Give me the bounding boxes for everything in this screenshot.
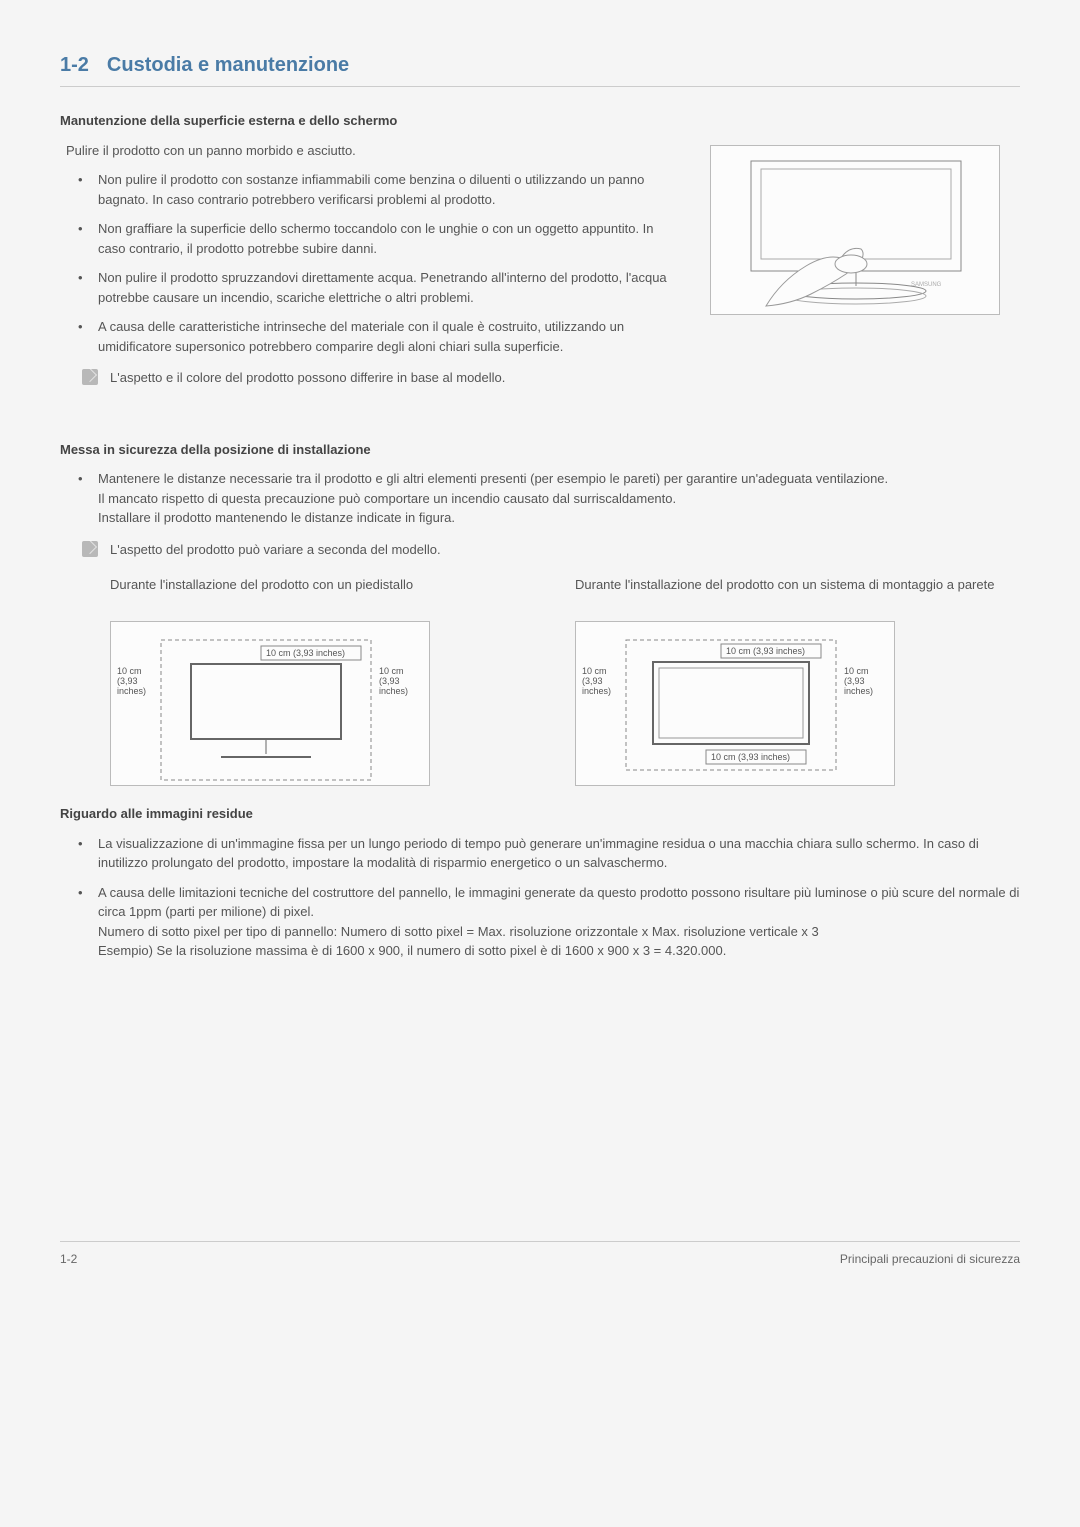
- footer-left: 1-2: [60, 1250, 77, 1268]
- list-item: Non pulire il prodotto con sostanze infi…: [74, 170, 680, 209]
- maintenance-row: Pulire il prodotto con un panno morbido …: [60, 141, 1020, 404]
- subheading-maintenance: Manutenzione della superficie esterna e …: [60, 111, 1020, 131]
- svg-text:10 cm (3,93 inches): 10 cm (3,93 inches): [711, 752, 790, 762]
- svg-text:10 cm (3,93 inches): 10 cm (3,93 inches): [726, 646, 805, 656]
- list-item: A causa delle limitazioni tecniche del c…: [74, 883, 1020, 961]
- list-item: Mantenere le distanze necessarie tra il …: [74, 469, 1020, 528]
- install-stand-diagram: 10 cm (3,93 inches) 10 cm(3,93inches) 10…: [110, 621, 430, 786]
- install-stand-label: Durante l'installazione del prodotto con…: [110, 575, 555, 611]
- install-list: Mantenere le distanze necessarie tra il …: [74, 469, 1020, 528]
- subheading-install: Messa in sicurezza della posizione di in…: [60, 440, 1020, 460]
- monitor-illustration-col: SAMSUNG: [710, 141, 1020, 315]
- svg-text:10 cm(3,93inches): 10 cm(3,93inches): [844, 666, 873, 696]
- list-item: Non pulire il prodotto spruzzandovi dire…: [74, 268, 680, 307]
- install-col-stand: Durante l'installazione del prodotto con…: [110, 575, 555, 786]
- svg-text:SAMSUNG: SAMSUNG: [911, 282, 942, 288]
- maintenance-intro: Pulire il prodotto con un panno morbido …: [66, 141, 680, 161]
- svg-text:10 cm (3,93 inches): 10 cm (3,93 inches): [266, 648, 345, 658]
- install-col-wall: Durante l'installazione del prodotto con…: [575, 575, 1020, 786]
- monitor-cleaning-illustration: SAMSUNG: [710, 145, 1000, 315]
- subheading-residual: Riguardo alle immagini residue: [60, 804, 1020, 824]
- section-header: 1-2 Custodia e manutenzione: [60, 50, 1020, 87]
- note: L'aspetto e il colore del prodotto posso…: [82, 368, 680, 388]
- svg-text:10 cm(3,93inches): 10 cm(3,93inches): [582, 666, 611, 696]
- maintenance-list: Non pulire il prodotto con sostanze infi…: [74, 170, 680, 356]
- maintenance-text-col: Pulire il prodotto con un panno morbido …: [60, 141, 680, 404]
- note-text: L'aspetto del prodotto può variare a sec…: [110, 540, 1020, 560]
- note-icon: [82, 541, 98, 557]
- section-number: 1-2: [60, 50, 89, 80]
- section-title: Custodia e manutenzione: [107, 50, 349, 80]
- residual-list: La visualizzazione di un'immagine fissa …: [74, 834, 1020, 961]
- install-wall-label: Durante l'installazione del prodotto con…: [575, 575, 1020, 611]
- install-diagrams-row: Durante l'installazione del prodotto con…: [110, 575, 1020, 786]
- list-item: La visualizzazione di un'immagine fissa …: [74, 834, 1020, 873]
- svg-text:10 cm(3,93inches): 10 cm(3,93inches): [117, 666, 146, 696]
- svg-text:10 cm(3,93inches): 10 cm(3,93inches): [379, 666, 408, 696]
- list-item: Non graffiare la superficie dello scherm…: [74, 219, 680, 258]
- note-text: L'aspetto e il colore del prodotto posso…: [110, 368, 680, 388]
- footer-right: Principali precauzioni di sicurezza: [840, 1250, 1020, 1268]
- page-footer: 1-2 Principali precauzioni di sicurezza: [60, 1241, 1020, 1268]
- note: L'aspetto del prodotto può variare a sec…: [82, 540, 1020, 560]
- install-wall-diagram: 10 cm (3,93 inches) 10 cm (3,93 inches) …: [575, 621, 895, 786]
- note-icon: [82, 369, 98, 385]
- list-item: A causa delle caratteristiche intrinsech…: [74, 317, 680, 356]
